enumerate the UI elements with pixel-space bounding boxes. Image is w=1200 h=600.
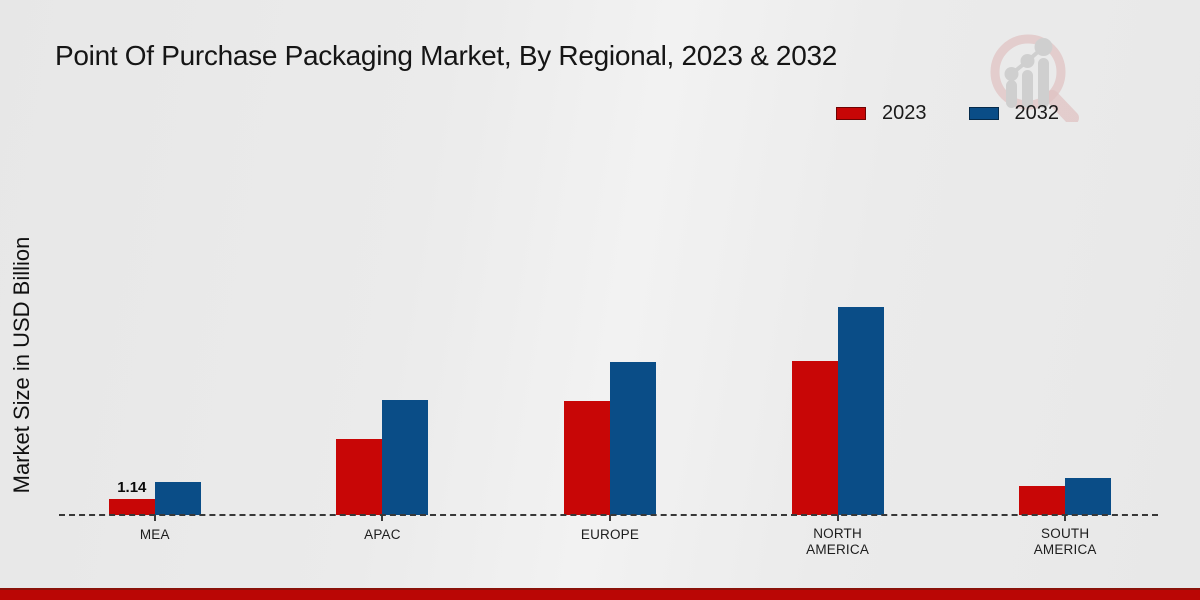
bar-2023-south-america	[1019, 486, 1066, 515]
category-label: APAC	[364, 527, 401, 542]
axis-tick	[836, 515, 839, 521]
axis-tick	[1064, 515, 1067, 521]
category-label: SOUTH AMERICA	[1033, 526, 1097, 558]
bar-2023-europe	[563, 401, 610, 515]
legend-item-2032: 2032	[968, 102, 1060, 125]
axis-tick	[608, 515, 611, 521]
x-axis-dashed-line	[59, 514, 1158, 516]
bar-group-europe	[496, 115, 724, 521]
legend-swatch-2032	[968, 107, 999, 120]
category-label-cell: EUROPE	[496, 526, 724, 559]
bar-group-south-america	[951, 115, 1179, 521]
bar-2032-europe	[609, 362, 656, 515]
category-label-cell: NORTH AMERICA	[724, 526, 952, 559]
legend-label-2032: 2032	[1014, 102, 1060, 124]
legend: 2023 2032	[836, 102, 1059, 125]
plot-area: 1.14	[41, 115, 1179, 521]
legend-swatch-2023	[836, 107, 866, 120]
category-label: NORTH AMERICA	[806, 526, 870, 558]
bar-2032-north-america	[837, 307, 884, 515]
axis-tick	[153, 515, 156, 521]
bar-group-north-america	[724, 115, 952, 521]
category-label: MEA	[139, 527, 170, 542]
y-axis-label: Market Size in USD Billion	[9, 236, 34, 494]
bar-2023-apac	[336, 439, 383, 515]
watermark-magnifier-chart-logo-icon	[990, 34, 1079, 122]
bar-2032-south-america	[1065, 478, 1112, 515]
footer-red-strip	[0, 588, 1200, 600]
page-title: Point Of Purchase Packaging Market, By R…	[55, 40, 838, 71]
axis-tick	[381, 515, 384, 521]
category-label: EUROPE	[580, 527, 640, 542]
legend-item-2023: 2023	[836, 102, 927, 125]
category-label-cell: SOUTH AMERICA	[951, 526, 1179, 559]
category-axis-labels: MEA APAC EUROPE NORTH AMERICA SOUTH AMERICA	[41, 526, 1179, 559]
bar-2032-mea	[154, 482, 201, 515]
category-label-cell: MEA	[41, 526, 269, 559]
bar-2023-north-america	[791, 361, 838, 515]
bar-2023-mea	[108, 499, 155, 515]
bar-value-label: 1.14	[117, 479, 147, 496]
category-label-cell: APAC	[269, 526, 497, 559]
bar-group-mea: 1.14	[41, 115, 269, 521]
bar-2032-apac	[382, 400, 429, 515]
legend-label-2023: 2023	[882, 102, 927, 124]
bar-group-apac	[269, 115, 497, 521]
